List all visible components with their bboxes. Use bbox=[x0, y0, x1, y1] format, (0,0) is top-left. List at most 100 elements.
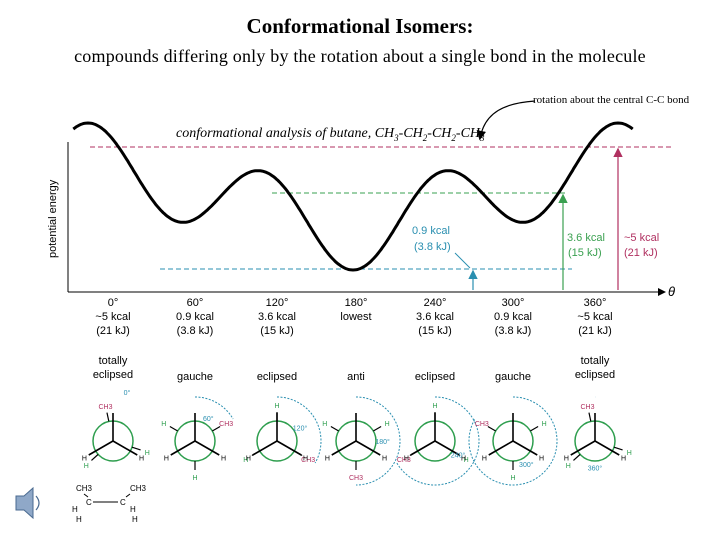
conformation-value: 120° bbox=[266, 297, 289, 309]
newman-front-label: H bbox=[82, 456, 87, 463]
conformation-labels: 0° ~5 kcal (21 kJ) totally eclipsed 60° 0.9 kc… bbox=[93, 297, 615, 383]
newman-back-label: H bbox=[432, 403, 437, 410]
newman-back-label: CH3 bbox=[301, 457, 315, 464]
speaker-icon[interactable] bbox=[15, 486, 40, 520]
eclipsed-diff-label: 3.6 kcal bbox=[567, 232, 605, 244]
newman-back-label: H bbox=[510, 475, 515, 482]
newman-back-label: H bbox=[274, 403, 279, 410]
conformation-value: 180° bbox=[345, 297, 368, 309]
svg-text:CH3: CH3 bbox=[76, 484, 93, 493]
rotation-note: rotation about the central C-C bond bbox=[533, 94, 690, 106]
newman-projection: CH3 H H H H 60° bbox=[161, 396, 234, 482]
newman-front-label: H bbox=[246, 456, 251, 463]
svg-text:H: H bbox=[132, 515, 138, 524]
page-subtitle: compounds differing only by the rotation… bbox=[74, 46, 646, 66]
newman-front-label: H bbox=[303, 456, 308, 463]
newman-front-label: H bbox=[564, 456, 569, 463]
conformation-name: totally bbox=[99, 355, 128, 367]
newman-angle-label: 0° bbox=[124, 389, 131, 397]
newman-angle-label: 360° bbox=[588, 465, 603, 473]
newman-back-label: H bbox=[542, 421, 547, 428]
conformation-name: eclipsed bbox=[93, 369, 133, 381]
newman-back-label: CH3 bbox=[219, 421, 233, 428]
conformation-value: 60° bbox=[187, 297, 204, 309]
svg-text:C: C bbox=[120, 498, 126, 507]
conformation-value: 0.9 kcal bbox=[176, 311, 214, 323]
newman-back-label: H bbox=[464, 457, 469, 464]
conformation-value: 360° bbox=[584, 297, 607, 309]
newman-back-label: H bbox=[84, 463, 89, 470]
gauche-diff-label: 0.9 kcal bbox=[412, 225, 450, 237]
newman-back-label: H bbox=[145, 450, 150, 457]
newman-angle-label: 240° bbox=[451, 451, 466, 459]
gauche-diff-leader bbox=[454, 252, 471, 269]
newman-back-label: H bbox=[161, 421, 166, 428]
conformation-name: gauche bbox=[495, 371, 531, 383]
newman-angle-label: 180° bbox=[375, 438, 390, 446]
gauche-diff-kj: (3.8 kJ) bbox=[414, 241, 451, 253]
svg-text:H: H bbox=[76, 515, 82, 524]
conformation-value: 240° bbox=[424, 297, 447, 309]
newman-angle-label: 120° bbox=[293, 425, 308, 433]
newman-angle-label: 60° bbox=[203, 415, 214, 423]
conformation-name: eclipsed bbox=[257, 371, 297, 383]
conformation-value: (15 kJ) bbox=[260, 325, 294, 337]
newman-front-label: H bbox=[482, 456, 487, 463]
rotation-note-arrow bbox=[476, 100, 536, 141]
conformation-name: gauche bbox=[177, 371, 213, 383]
newman-back-label: H bbox=[385, 421, 390, 428]
newman-back-label: CH3 bbox=[349, 475, 363, 482]
conformation-name: eclipsed bbox=[575, 369, 615, 381]
conformation-value: 0.9 kcal bbox=[494, 311, 532, 323]
theta-label: θ bbox=[668, 284, 675, 299]
newman-front-label: H bbox=[621, 456, 626, 463]
newman-back-label: H bbox=[322, 421, 327, 428]
y-axis-label: potential energy bbox=[47, 179, 59, 258]
newman-front-label: H bbox=[404, 456, 409, 463]
conformation-name: anti bbox=[347, 371, 365, 383]
newman-angle-label: 300° bbox=[519, 461, 534, 469]
conformation-value: (3.8 kJ) bbox=[177, 325, 214, 337]
newman-projection: CH3 H H H H 180° bbox=[322, 396, 401, 486]
conformation-value: 3.6 kcal bbox=[416, 311, 454, 323]
svg-text:H: H bbox=[130, 505, 136, 514]
newman-front-label: H bbox=[221, 456, 226, 463]
page-title: Conformational Isomers: bbox=[246, 14, 474, 38]
newman-back-label: CH3 bbox=[581, 404, 595, 411]
newman-back-label: H bbox=[627, 450, 632, 457]
conformation-value: (15 kJ) bbox=[418, 325, 452, 337]
newman-front-label: H bbox=[139, 456, 144, 463]
butane-molecule: CH3 CH3 C C H H H H bbox=[72, 484, 147, 524]
newman-back-label: CH3 bbox=[99, 404, 113, 411]
newman-back-label: H bbox=[243, 457, 248, 464]
newman-projection: CH3 H H H H 300° bbox=[468, 396, 558, 486]
conformation-value: 300° bbox=[502, 297, 525, 309]
graph-heading: conformational analysis of butane, CH3-C… bbox=[176, 126, 485, 143]
conformation-name: totally bbox=[581, 355, 610, 367]
conformation-value: 0° bbox=[108, 297, 119, 309]
svg-text:H: H bbox=[72, 505, 78, 514]
conformation-name: eclipsed bbox=[415, 371, 455, 383]
newman-front-label: H bbox=[164, 456, 169, 463]
newman-back-label: CH3 bbox=[475, 421, 489, 428]
newman-back-label: CH3 bbox=[397, 457, 411, 464]
conformation-value: ~5 kcal bbox=[577, 311, 612, 323]
energy-curve bbox=[72, 121, 634, 272]
conformation-value: 3.6 kcal bbox=[258, 311, 296, 323]
svg-text:C: C bbox=[86, 498, 92, 507]
svg-text:CH3: CH3 bbox=[130, 484, 147, 493]
conformation-value: (21 kJ) bbox=[96, 325, 130, 337]
conformation-value: (21 kJ) bbox=[578, 325, 612, 337]
newman-back-label: H bbox=[566, 463, 571, 470]
total-diff-kj: (21 kJ) bbox=[624, 247, 658, 259]
conformation-value: (3.8 kJ) bbox=[495, 325, 532, 337]
newman-front-label: H bbox=[539, 456, 544, 463]
total-diff-label: ~5 kcal bbox=[624, 232, 659, 244]
conformation-value: ~5 kcal bbox=[95, 311, 130, 323]
